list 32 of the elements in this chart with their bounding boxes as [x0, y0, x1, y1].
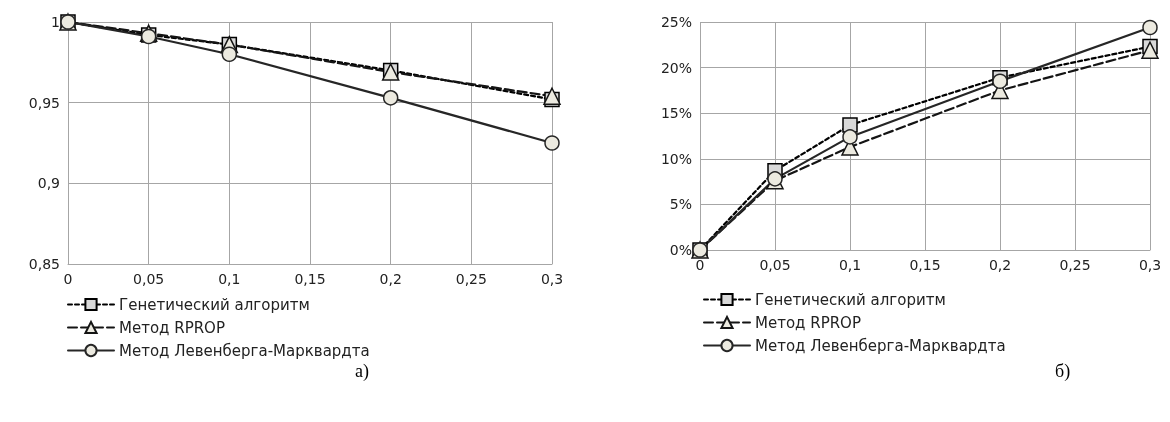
- x-tick-label: 0,05: [759, 257, 791, 273]
- text: б): [1055, 361, 1071, 382]
- x-tick-label: 0,15: [294, 271, 326, 287]
- x-tick-label: 0,2: [988, 257, 1012, 273]
- y-tick-label: 10%: [660, 150, 692, 167]
- legend-label: Генетический алгоритм: [119, 295, 310, 314]
- y-tick-label: 0,85: [28, 256, 60, 272]
- x-tick-label: 0,25: [455, 271, 487, 287]
- y-tick-label: 0%: [669, 242, 692, 258]
- legend-label: Генетический алгоритм: [755, 290, 946, 309]
- x-tick-label: 0: [63, 271, 73, 287]
- y-tick-label: 15%: [660, 105, 692, 122]
- text: а): [355, 361, 369, 382]
- x-tick-label: 0,1: [218, 271, 241, 287]
- x-tick-label: 0,2: [379, 271, 402, 287]
- x-tick-label: 0,05: [133, 271, 165, 287]
- legend-label: Метод RPROP: [755, 313, 861, 332]
- y-tick-label: 25%: [660, 14, 692, 30]
- y-tick-label: 0,95: [28, 94, 60, 111]
- x-tick-label: 0,3: [1138, 257, 1162, 273]
- legend-label: Метод Левенберга-Марквардта: [755, 336, 1006, 355]
- x-tick-label: 0,1: [838, 257, 862, 273]
- legend-label: Метод Левенберга-Марквардта: [119, 341, 370, 360]
- y-tick-label: 0,9: [37, 175, 60, 192]
- x-tick-label: 0,3: [540, 271, 564, 287]
- y-tick-label: 5%: [669, 196, 692, 213]
- x-tick-label: 0,15: [909, 257, 941, 273]
- x-tick-label: 0: [695, 257, 705, 273]
- legend-label: Метод RPROP: [119, 318, 225, 337]
- x-tick-label: 0,25: [1059, 257, 1091, 273]
- y-tick-label: 20%: [660, 59, 692, 76]
- y-tick-label: 1: [51, 14, 60, 30]
